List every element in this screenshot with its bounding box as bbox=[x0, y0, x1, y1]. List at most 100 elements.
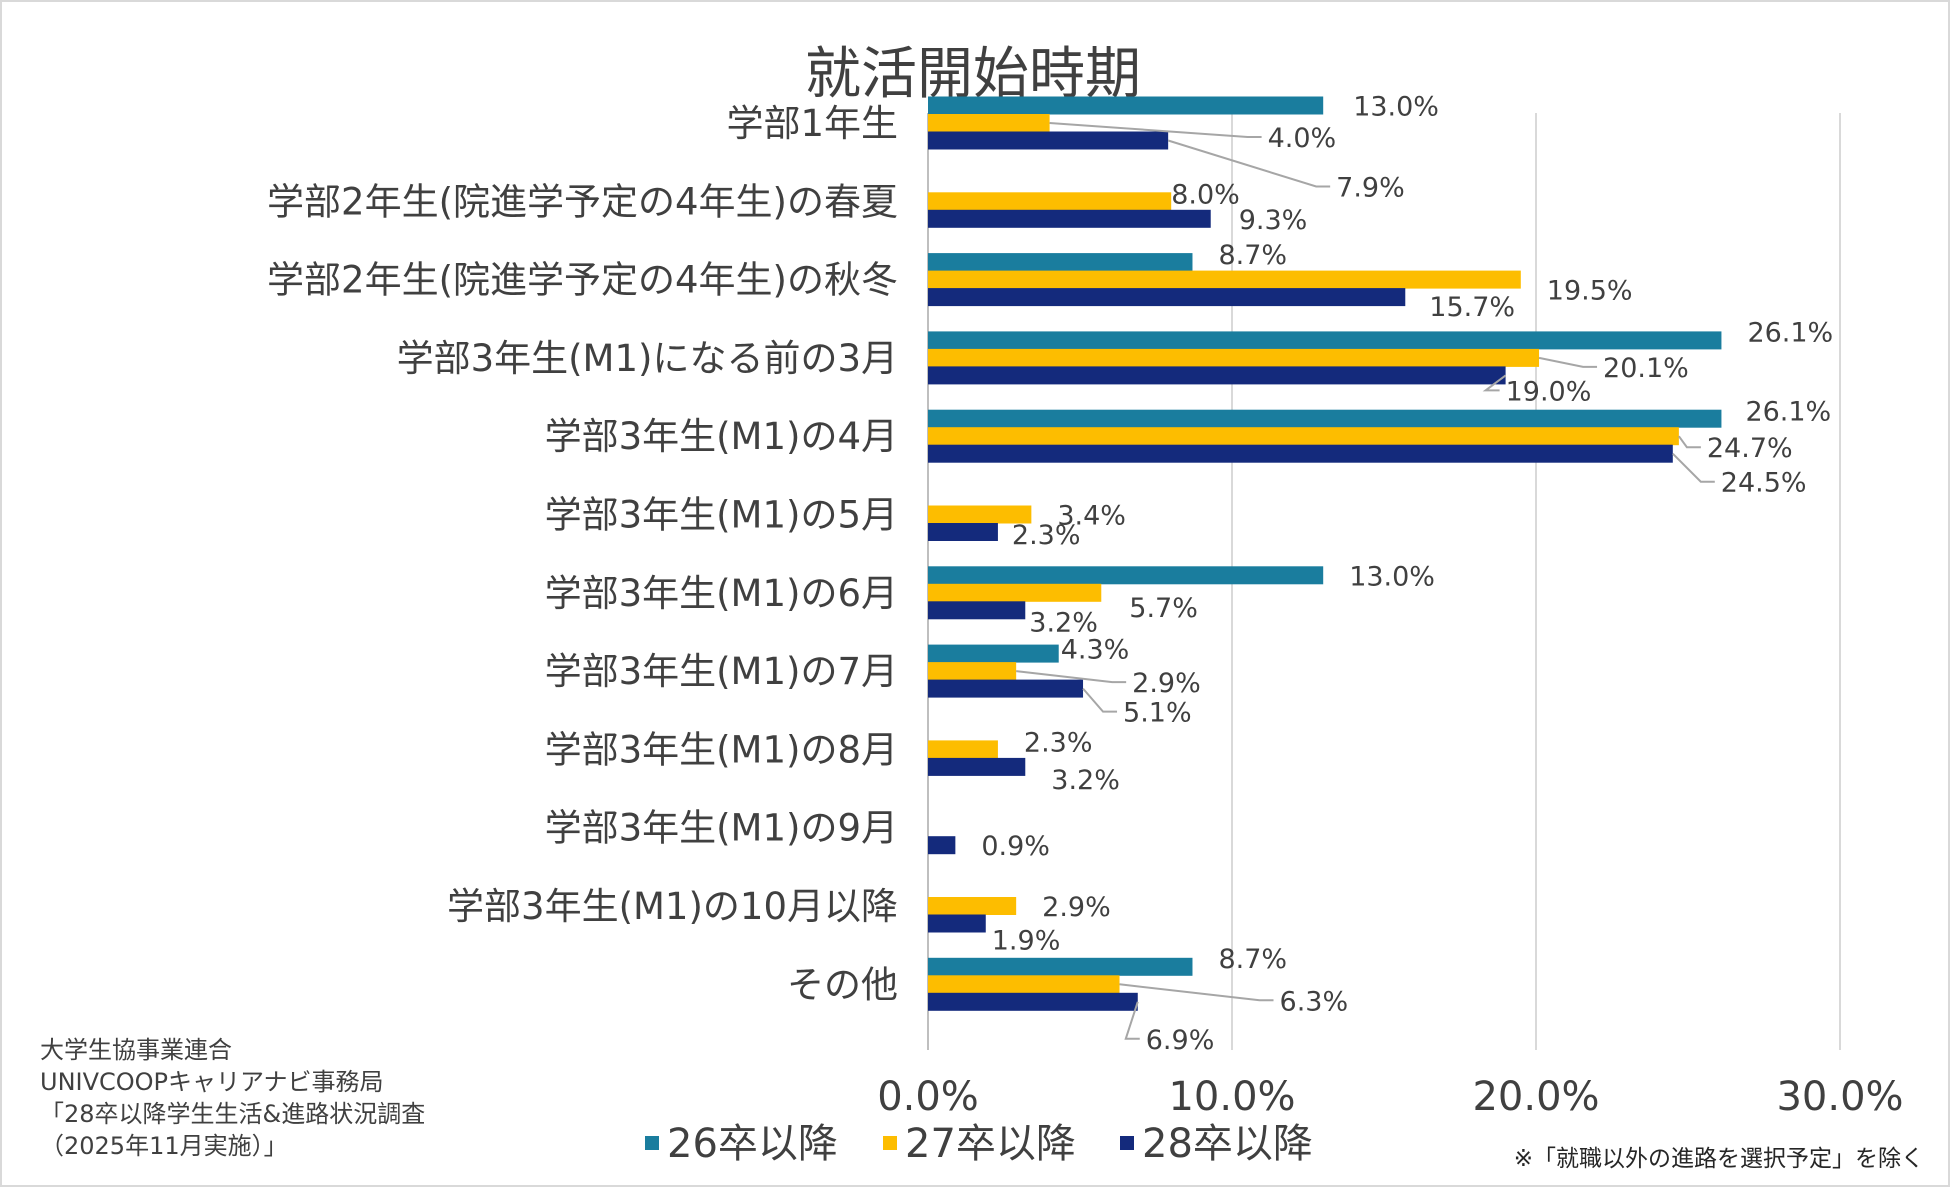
leader-lines bbox=[1016, 122, 1715, 1040]
data-label: 19.5% bbox=[1547, 276, 1633, 307]
data-label: 8.7% bbox=[1218, 240, 1287, 271]
bar bbox=[928, 131, 1169, 150]
data-label: 8.7% bbox=[1218, 944, 1287, 975]
data-label: 2.3% bbox=[1024, 727, 1093, 758]
data-label: 6.3% bbox=[1280, 986, 1349, 1017]
category-label: 学部3年生(M1)の10月以降 bbox=[447, 885, 898, 928]
bar bbox=[928, 644, 1059, 663]
x-tick-label: 30.0% bbox=[1776, 1074, 1903, 1120]
bar bbox=[928, 505, 1032, 524]
legend-item: 28卒以降 bbox=[1120, 1121, 1313, 1167]
bar bbox=[928, 331, 1722, 350]
category-label: 学部1年生 bbox=[726, 102, 898, 145]
category-label: 学部3年生(M1)の7月 bbox=[545, 650, 898, 693]
data-label: 3.4% bbox=[1057, 501, 1126, 532]
leader-line bbox=[1082, 687, 1118, 713]
data-label: 13.0% bbox=[1349, 561, 1435, 592]
leader-line bbox=[1016, 670, 1127, 684]
bar bbox=[928, 366, 1506, 385]
category-label: その他 bbox=[787, 963, 898, 1006]
bar bbox=[928, 270, 1521, 289]
data-label: 5.7% bbox=[1129, 593, 1198, 624]
leader-line bbox=[1672, 452, 1715, 483]
leader-line bbox=[1538, 356, 1598, 368]
leader-line bbox=[1049, 122, 1262, 138]
data-label: 8.0% bbox=[1171, 179, 1240, 210]
bar bbox=[928, 836, 956, 855]
x-tick-label: 0.0% bbox=[877, 1074, 979, 1120]
category-label: 学部2年生(院進学予定の4年生)の春夏 bbox=[267, 180, 898, 223]
bar bbox=[928, 409, 1722, 428]
data-label: 26.1% bbox=[1747, 317, 1833, 348]
bar bbox=[928, 444, 1673, 463]
leader-line bbox=[1482, 374, 1507, 392]
bar bbox=[928, 914, 986, 933]
bar bbox=[928, 740, 998, 759]
legend-label: 27卒以降 bbox=[905, 1121, 1076, 1167]
source-line: 「28卒以降学生生活&進路状況調査 bbox=[40, 1100, 425, 1128]
bar bbox=[928, 566, 1324, 585]
category-label: 学部3年生(M1)の4月 bbox=[545, 415, 898, 458]
legend-label: 28卒以降 bbox=[1142, 1121, 1313, 1167]
data-label: 19.0% bbox=[1506, 376, 1592, 407]
chart-title: 就活開始時期 bbox=[805, 42, 1141, 107]
bars bbox=[928, 96, 1722, 1011]
bar bbox=[928, 975, 1120, 994]
data-label: 15.7% bbox=[1429, 292, 1515, 323]
bar bbox=[928, 209, 1211, 228]
data-label: 4.3% bbox=[1061, 635, 1130, 666]
bar bbox=[928, 662, 1017, 681]
data-label: 3.2% bbox=[1029, 607, 1098, 638]
data-label: 6.9% bbox=[1146, 1025, 1215, 1056]
source-credit: 大学生協事業連合 UNIVCOOPキャリアナビ事務局「28卒以降学生生活&進路状況… bbox=[40, 1036, 425, 1160]
bar bbox=[928, 348, 1540, 367]
bar bbox=[928, 427, 1679, 446]
data-label: 13.0% bbox=[1353, 92, 1439, 123]
category-label: 学部3年生(M1)になる前の3月 bbox=[397, 337, 898, 380]
leader-line bbox=[1119, 983, 1274, 1002]
source-line: 大学生協事業連合 bbox=[40, 1036, 232, 1064]
data-label: 24.7% bbox=[1707, 433, 1793, 464]
data-label: 5.1% bbox=[1123, 698, 1192, 729]
data-label: 20.1% bbox=[1603, 353, 1689, 384]
leader-line bbox=[1678, 435, 1701, 449]
data-label: 24.5% bbox=[1721, 468, 1807, 499]
bar bbox=[928, 957, 1193, 976]
source-line: （2025年11月実施）」 bbox=[40, 1132, 288, 1160]
data-label: 1.9% bbox=[992, 926, 1061, 957]
data-label: 3.2% bbox=[1051, 765, 1120, 796]
data-label: 7.9% bbox=[1336, 173, 1405, 204]
legend-item: 27卒以降 bbox=[883, 1121, 1076, 1167]
data-label: 2.3% bbox=[1012, 520, 1081, 551]
category-label: 学部3年生(M1)の5月 bbox=[545, 494, 898, 537]
bar bbox=[928, 114, 1050, 132]
leader-line bbox=[1124, 1001, 1140, 1040]
legend-item: 26卒以降 bbox=[645, 1121, 838, 1167]
legend-swatch bbox=[1120, 1136, 1134, 1150]
bar bbox=[928, 601, 1026, 620]
bar bbox=[928, 992, 1138, 1011]
data-label: 2.9% bbox=[1132, 668, 1201, 699]
category-labels: 学部1年生学部2年生(院進学予定の4年生)の春夏学部2年生(院進学予定の4年生)… bbox=[267, 102, 898, 1006]
data-label: 2.9% bbox=[1042, 892, 1111, 923]
category-label: 学部3年生(M1)の8月 bbox=[545, 728, 898, 771]
x-tick-label: 20.0% bbox=[1472, 1074, 1599, 1120]
exclusion-note: ※「就職以外の進路を選択予定」を除く bbox=[1514, 1146, 1924, 1172]
category-label: 学部2年生(院進学予定の4年生)の秋冬 bbox=[267, 259, 898, 302]
bar bbox=[928, 96, 1324, 115]
bar bbox=[928, 288, 1406, 307]
bar bbox=[928, 757, 1026, 776]
bar bbox=[928, 523, 998, 541]
leader-line bbox=[1167, 139, 1331, 188]
legend-swatch bbox=[883, 1136, 897, 1150]
bar bbox=[928, 679, 1084, 698]
x-axis-ticks: 0.0% 10.0% 20.0% 30.0% bbox=[877, 1074, 1903, 1120]
source-line: UNIVCOOPキャリアナビ事務局 bbox=[40, 1068, 384, 1096]
bar bbox=[928, 192, 1172, 211]
category-label: 学部3年生(M1)の6月 bbox=[545, 572, 898, 615]
x-tick-label: 10.0% bbox=[1168, 1074, 1295, 1120]
bar bbox=[928, 253, 1193, 272]
legend-swatch bbox=[645, 1136, 659, 1150]
